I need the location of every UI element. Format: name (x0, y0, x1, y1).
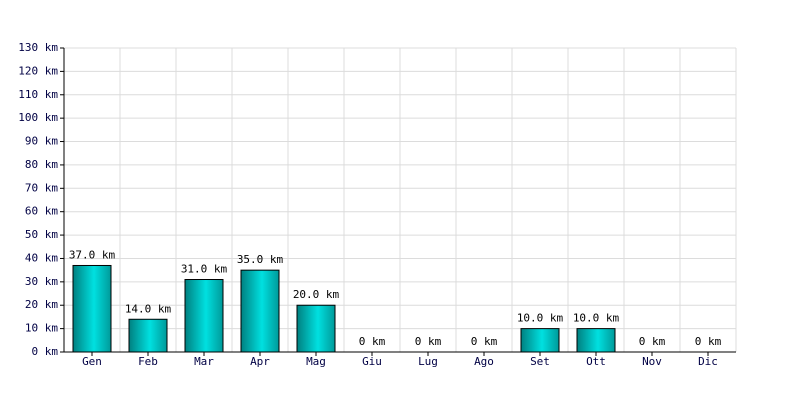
value-label: 0 km (359, 335, 386, 348)
y-tick-label: 0 km (32, 345, 59, 358)
x-tick-label: Mag (306, 355, 326, 368)
x-tick-label: Mar (194, 355, 214, 368)
y-tick-label: 90 km (25, 135, 58, 148)
value-label: 37.0 km (69, 248, 116, 261)
value-label: 10.0 km (573, 312, 620, 325)
value-label: 0 km (471, 335, 498, 348)
value-label: 31.0 km (181, 263, 228, 276)
x-tick-label: Nov (642, 355, 662, 368)
x-tick-label: Apr (250, 355, 270, 368)
x-tick-label: Giu (362, 355, 382, 368)
bar (240, 269, 280, 353)
value-label: 0 km (415, 335, 442, 348)
value-label: 35.0 km (237, 253, 284, 266)
bar (72, 264, 112, 353)
value-label: 0 km (639, 335, 666, 348)
y-tick-label: 10 km (25, 322, 58, 335)
y-tick-label: 20 km (25, 298, 58, 311)
x-tick-label: Dic (698, 355, 718, 368)
value-label: 10.0 km (517, 312, 564, 325)
y-tick-label: 40 km (25, 251, 58, 264)
y-tick-label: 60 km (25, 205, 58, 218)
y-tick-label: 120 km (18, 64, 58, 77)
value-label: 20.0 km (293, 288, 340, 301)
x-tick-label: Set (530, 355, 550, 368)
y-tick-label: 70 km (25, 181, 58, 194)
bar (520, 328, 560, 353)
value-label: 0 km (695, 335, 722, 348)
y-tick-label: 110 km (18, 88, 58, 101)
bar (296, 304, 336, 353)
bar (576, 328, 616, 353)
y-tick-label: 80 km (25, 158, 58, 171)
y-tick-label: 100 km (18, 111, 58, 124)
x-tick-label: Feb (138, 355, 158, 368)
y-tick-label: 50 km (25, 228, 58, 241)
y-tick-label: 130 km (18, 41, 58, 54)
value-label: 14.0 km (125, 302, 172, 315)
x-tick-label: Ott (586, 355, 606, 368)
y-tick-label: 30 km (25, 275, 58, 288)
x-tick-label: Lug (418, 355, 438, 368)
x-tick-label: Ago (474, 355, 494, 368)
x-tick-label: Gen (82, 355, 102, 368)
bar (128, 318, 168, 353)
bar (184, 279, 224, 353)
